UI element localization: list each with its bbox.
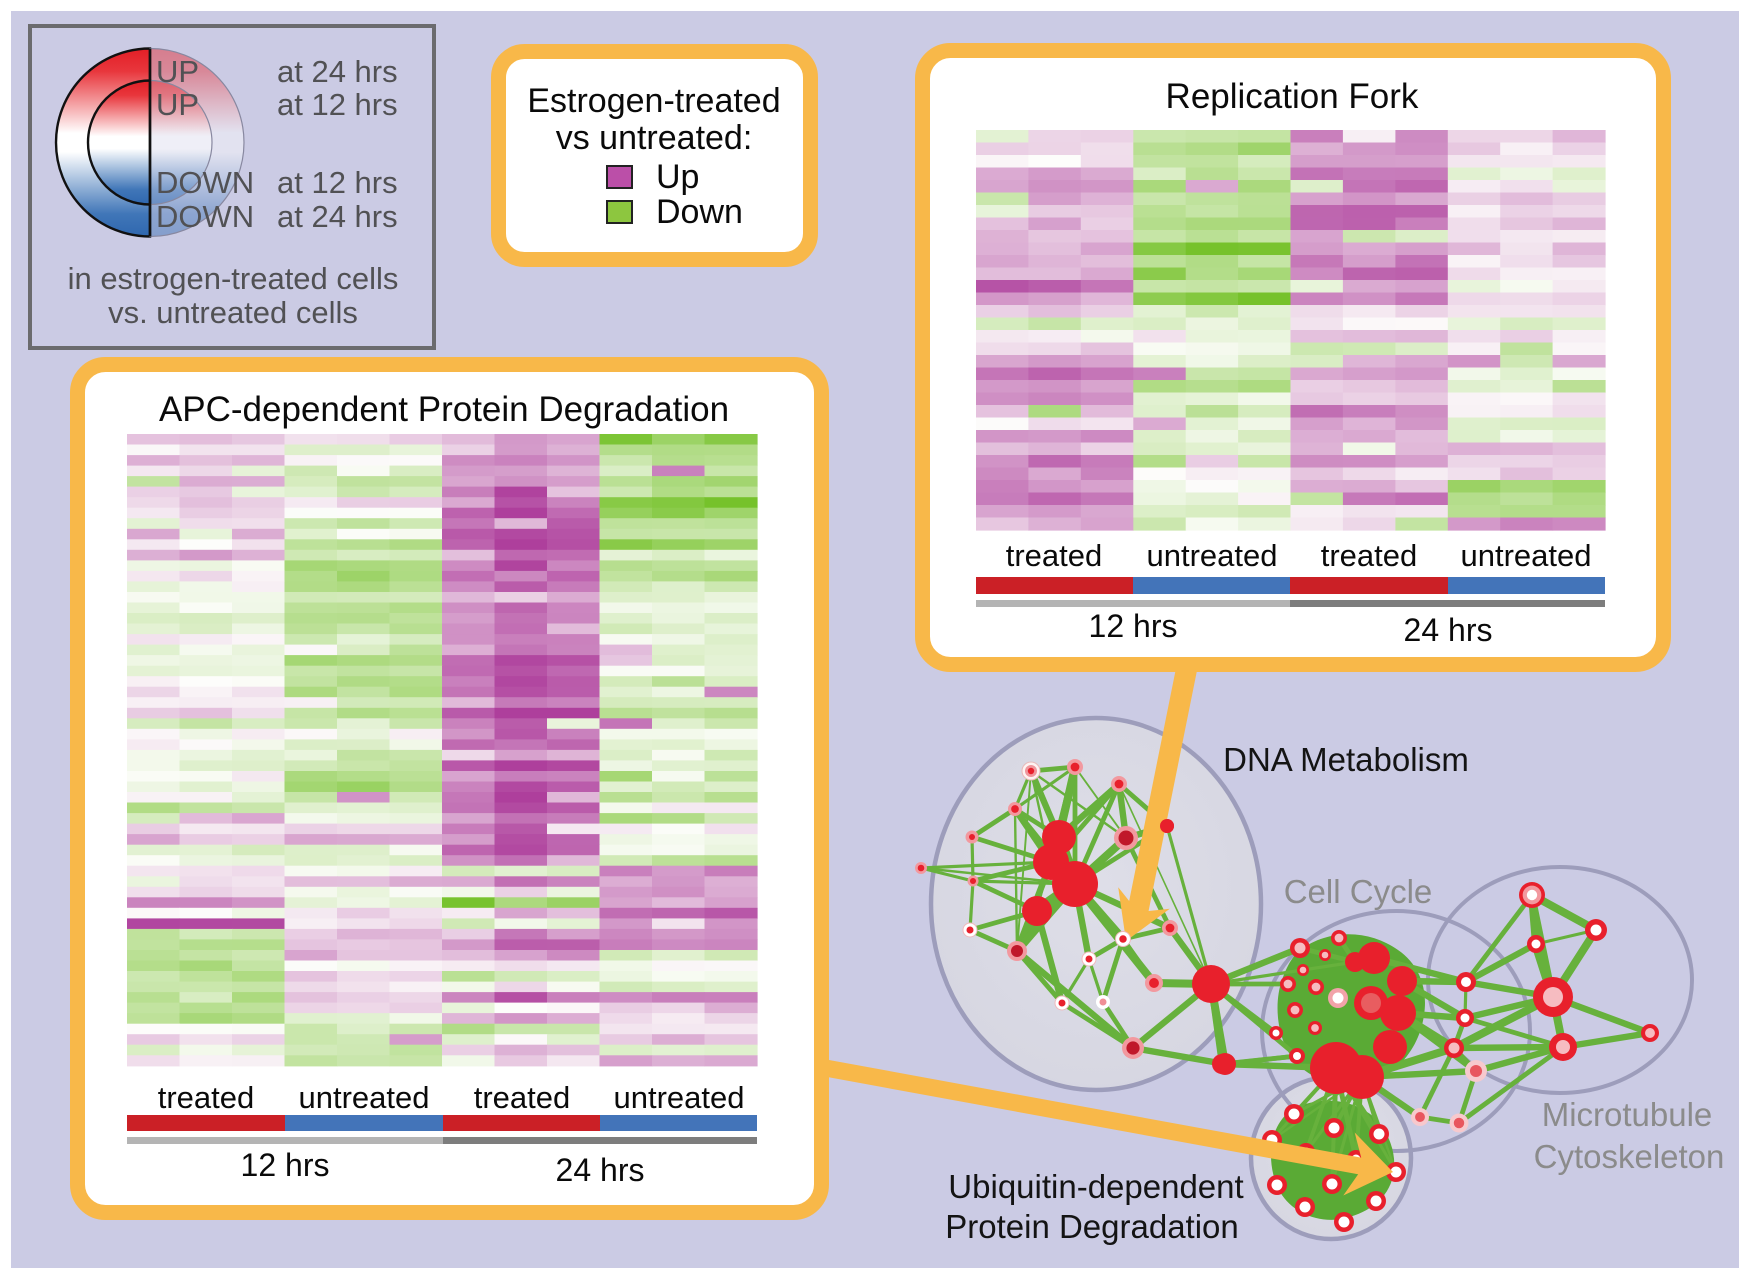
svg-text:Up: Up (656, 158, 699, 196)
svg-text:Estrogen-treated: Estrogen-treated (527, 82, 780, 120)
svg-text:in estrogen-treated cells: in estrogen-treated cells (68, 261, 399, 296)
svg-text:DOWN: DOWN (156, 199, 254, 234)
svg-text:Replication Fork: Replication Fork (1166, 77, 1419, 116)
svg-text:24 hrs: 24 hrs (556, 1152, 645, 1188)
svg-text:vs untreated:: vs untreated: (556, 119, 753, 157)
svg-text:untreated: untreated (299, 1080, 430, 1115)
svg-text:at 12 hrs: at 12 hrs (277, 165, 398, 200)
svg-text:at 12 hrs: at 12 hrs (277, 87, 398, 122)
svg-text:treated: treated (158, 1080, 255, 1115)
svg-text:treated: treated (474, 1080, 571, 1115)
svg-text:untreated: untreated (1461, 538, 1592, 573)
svg-text:at 24 hrs: at 24 hrs (277, 199, 398, 234)
svg-text:12 hrs: 12 hrs (1089, 608, 1178, 644)
svg-text:vs. untreated cells: vs. untreated cells (108, 295, 358, 330)
svg-text:Down: Down (656, 193, 743, 231)
svg-text:treated: treated (1006, 538, 1103, 573)
svg-text:Microtubule: Microtubule (1542, 1096, 1713, 1133)
svg-text:24 hrs: 24 hrs (1404, 612, 1493, 648)
svg-text:APC-dependent Protein Degradat: APC-dependent Protein Degradation (159, 390, 729, 429)
svg-text:Ubiquitin-dependent: Ubiquitin-dependent (948, 1168, 1243, 1205)
svg-text:DOWN: DOWN (156, 165, 254, 200)
svg-text:treated: treated (1321, 538, 1418, 573)
svg-text:Cytoskeleton: Cytoskeleton (1534, 1138, 1725, 1175)
svg-text:UP: UP (156, 54, 199, 89)
svg-text:at 24 hrs: at 24 hrs (277, 54, 398, 89)
svg-text:untreated: untreated (1147, 538, 1278, 573)
svg-text:untreated: untreated (614, 1080, 745, 1115)
svg-text:Protein Degradation: Protein Degradation (945, 1208, 1239, 1245)
svg-text:Cell Cycle: Cell Cycle (1284, 873, 1433, 910)
svg-text:12 hrs: 12 hrs (241, 1147, 330, 1183)
svg-text:DNA Metabolism: DNA Metabolism (1223, 741, 1469, 778)
svg-text:UP: UP (156, 87, 199, 122)
